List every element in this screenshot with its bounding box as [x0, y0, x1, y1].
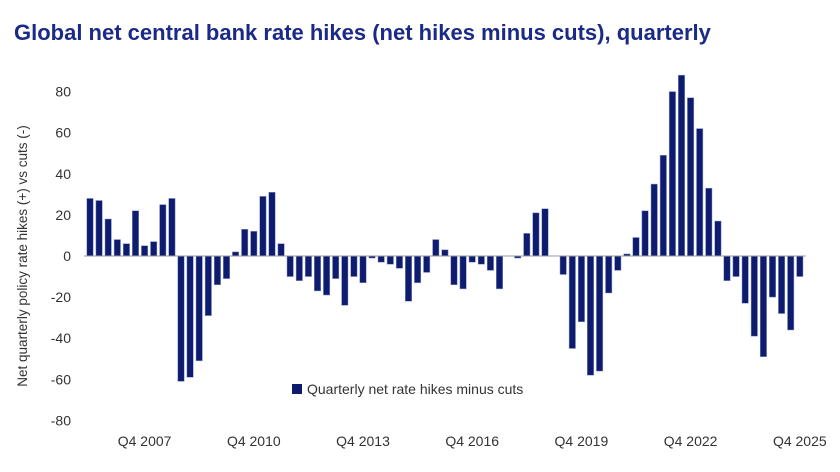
bar — [769, 255, 776, 298]
bar — [459, 255, 467, 290]
bar — [523, 233, 531, 257]
y-tick-label: -40 — [51, 330, 71, 346]
bar — [168, 198, 176, 257]
bar — [86, 198, 94, 257]
y-tick-label: 40 — [55, 166, 71, 182]
bar — [122, 243, 130, 257]
bar — [386, 255, 394, 265]
bar — [568, 255, 576, 349]
bar — [641, 210, 649, 257]
bar — [95, 200, 103, 257]
bar — [441, 249, 449, 257]
bar — [741, 255, 749, 304]
bar — [750, 255, 758, 337]
bar — [614, 255, 622, 271]
bar — [687, 97, 695, 257]
bar — [450, 255, 458, 286]
bar — [477, 255, 485, 265]
bar — [705, 187, 713, 257]
bar — [286, 255, 294, 277]
bar — [359, 255, 367, 283]
y-axis-label: Net quarterly policy rate hikes (+) vs c… — [15, 125, 30, 386]
bar — [350, 255, 358, 277]
bar — [150, 241, 158, 257]
bar — [295, 255, 303, 281]
legend-label: Quarterly net rate hikes minus cuts — [307, 381, 523, 397]
bar — [241, 229, 249, 257]
bar — [195, 255, 203, 362]
bar — [405, 255, 412, 302]
bar — [714, 220, 722, 257]
bar — [377, 255, 385, 263]
x-tick-label: Q4 2007 — [118, 433, 172, 449]
x-tick-label: Q4 2016 — [445, 433, 499, 449]
bar — [341, 255, 349, 306]
x-tick-label: Q4 2022 — [664, 433, 718, 449]
bar — [468, 255, 476, 263]
y-tick-label: 0 — [63, 248, 71, 264]
bar — [787, 255, 795, 331]
bar — [496, 255, 503, 290]
bar — [159, 204, 167, 257]
bar — [177, 255, 185, 382]
y-tick-label: 20 — [55, 207, 71, 223]
bar — [696, 128, 704, 257]
bar — [113, 239, 121, 257]
bar — [414, 255, 422, 283]
bar — [659, 155, 667, 257]
bar — [759, 255, 767, 357]
bar — [650, 183, 658, 257]
bar — [186, 255, 194, 378]
bar — [277, 243, 285, 257]
x-tick-label: Q4 2019 — [555, 433, 609, 449]
bar — [732, 255, 740, 277]
bar — [587, 255, 594, 376]
x-tick-label: Q4 2025 — [773, 433, 827, 449]
x-tick-label: Q4 2013 — [336, 433, 390, 449]
bar — [223, 255, 230, 279]
legend: Quarterly net rate hikes minus cuts — [292, 381, 523, 397]
bar — [632, 237, 640, 257]
y-tick-label: 60 — [55, 125, 71, 141]
bar — [204, 255, 212, 316]
y-tick-label: -20 — [51, 289, 71, 305]
bar — [232, 251, 240, 257]
legend-swatch — [292, 384, 302, 394]
bar — [796, 255, 804, 277]
bar — [486, 255, 494, 271]
bar — [259, 196, 267, 257]
y-tick-label: -80 — [51, 412, 71, 428]
bar — [678, 74, 685, 257]
bar — [104, 218, 112, 257]
bar — [332, 255, 340, 279]
bar — [577, 255, 585, 323]
bar — [268, 192, 276, 257]
bar — [141, 245, 149, 257]
bar — [323, 255, 331, 296]
bar — [668, 91, 676, 257]
bar — [532, 212, 540, 257]
bar — [559, 255, 567, 275]
bar — [432, 239, 440, 257]
y-tick-label: -60 — [51, 371, 71, 387]
chart-title: Global net central bank rate hikes (net … — [14, 20, 711, 45]
y-tick-label: 80 — [55, 84, 71, 100]
bar — [250, 231, 258, 257]
bar — [423, 255, 431, 273]
bar — [596, 255, 604, 372]
x-tick-label: Q4 2010 — [227, 433, 281, 449]
bar — [314, 255, 321, 292]
bar — [541, 208, 549, 257]
bar — [605, 255, 613, 294]
bar — [304, 255, 312, 277]
bar — [132, 210, 139, 257]
bar — [723, 255, 731, 281]
bar — [778, 255, 786, 314]
bar — [395, 255, 403, 269]
bar — [213, 255, 221, 286]
